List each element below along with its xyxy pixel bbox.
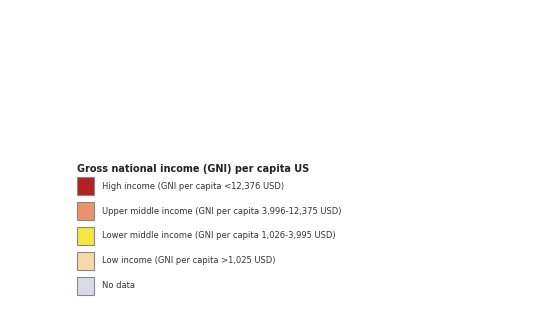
- Text: High income (GNI per capita <12,376 USD): High income (GNI per capita <12,376 USD): [102, 181, 284, 191]
- Bar: [77, 202, 94, 220]
- Text: Upper middle income (GNI per capita 3,996-12,375 USD): Upper middle income (GNI per capita 3,99…: [102, 206, 342, 215]
- Text: Low income (GNI per capita >1,025 USD): Low income (GNI per capita >1,025 USD): [102, 256, 276, 265]
- Bar: [77, 227, 94, 245]
- Bar: [77, 252, 94, 270]
- Bar: [77, 177, 94, 195]
- Bar: [77, 277, 94, 295]
- Text: No data: No data: [102, 281, 135, 290]
- Text: Lower middle income (GNI per capita 1,026-3,995 USD): Lower middle income (GNI per capita 1,02…: [102, 231, 336, 240]
- Text: Gross national income (GNI) per capita US: Gross national income (GNI) per capita U…: [77, 164, 309, 174]
